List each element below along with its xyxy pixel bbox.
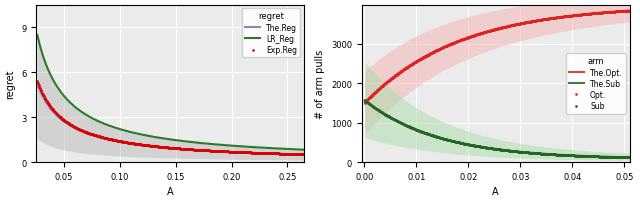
The.Opt. [527,21,535,23]
Exp.Reg [202,149,209,152]
Opt. [552,17,560,20]
LR_Reg [300,149,308,151]
The.Reg [65,124,73,127]
X-axis label: A: A [167,186,173,197]
Sub [361,100,369,102]
Sub [447,140,455,142]
The.Sub [552,154,560,156]
LR_Reg [202,143,209,145]
The.Reg [202,150,209,152]
Opt. [554,17,561,19]
The.Opt. [466,37,474,39]
X-axis label: A: A [492,186,499,197]
LR_Reg [227,145,235,147]
The.Reg [33,84,41,86]
Line: LR_Reg: LR_Reg [37,36,304,150]
The.Reg [139,144,147,147]
Exp.Reg [120,141,128,143]
Sub [393,120,401,122]
Exp.Reg [300,153,308,156]
The.Reg [300,154,308,156]
Opt. [626,10,634,13]
Exp.Reg [139,144,147,146]
Line: The.Opt.: The.Opt. [365,12,630,103]
Opt. [466,37,474,39]
The.Opt. [447,43,455,46]
The.Opt. [626,10,634,13]
The.Opt. [361,102,369,104]
Opt. [393,74,401,76]
Sub [552,154,560,156]
The.Reg [120,142,128,144]
Line: The.Sub: The.Sub [365,101,630,158]
Y-axis label: regret: regret [6,69,15,99]
The.Sub [393,120,401,122]
The.Reg [226,151,234,153]
The.Opt. [552,17,560,20]
Line: Sub: Sub [364,100,631,159]
The.Sub [447,140,455,142]
Exp.Reg [33,81,41,83]
Line: Exp.Reg: Exp.Reg [36,81,305,156]
Sub [626,156,634,159]
LR_Reg [120,129,128,132]
Sub [554,154,561,156]
The.Sub [466,144,474,146]
The.Sub [626,156,634,159]
The.Sub [554,154,561,156]
Opt. [447,43,455,46]
Line: The.Reg: The.Reg [37,85,304,155]
LR_Reg [226,145,234,147]
LR_Reg [33,35,41,37]
LR_Reg [139,134,147,136]
Sub [466,144,474,146]
Opt. [527,21,535,23]
The.Opt. [554,17,561,19]
LR_Reg [65,101,73,104]
The.Reg [227,151,235,154]
Y-axis label: # of arm pulls: # of arm pulls [316,49,325,118]
Line: Opt.: Opt. [364,10,631,104]
The.Sub [361,100,369,102]
Exp.Reg [226,151,234,153]
Legend: The.Reg, LR_Reg, Exp.Reg: The.Reg, LR_Reg, Exp.Reg [242,9,300,58]
Exp.Reg [65,123,73,125]
The.Sub [527,152,535,154]
Opt. [361,102,369,104]
Legend: The.Opt., The.Sub, Opt., Sub: The.Opt., The.Sub, Opt., Sub [566,54,626,114]
Exp.Reg [227,151,235,153]
Sub [527,152,535,154]
The.Opt. [393,74,401,76]
